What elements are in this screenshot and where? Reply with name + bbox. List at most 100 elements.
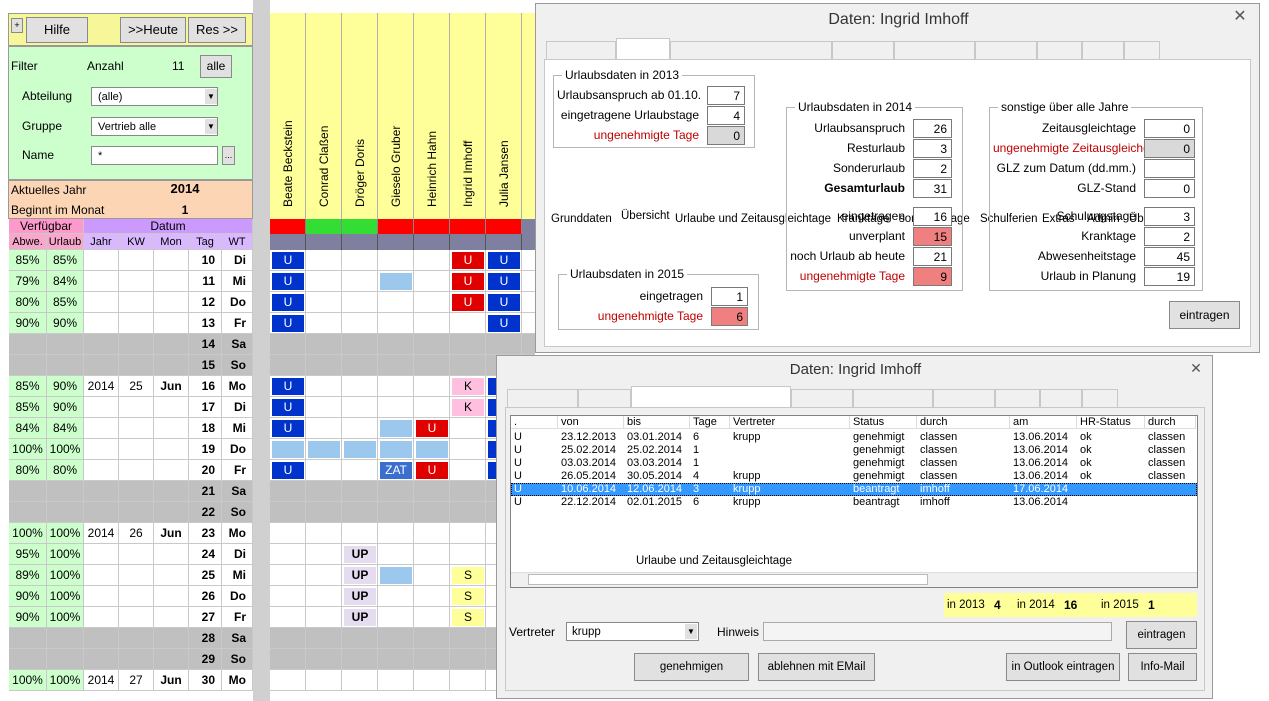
column-header[interactable]: durch [917,416,1010,429]
list-cell[interactable]: 03.03.2014 [627,457,683,469]
list-cell[interactable]: 13.06.2014 [1013,496,1069,508]
tab[interactable]: Admin [1082,41,1124,225]
column-header[interactable]: von [558,416,624,429]
schedule-mark[interactable] [344,441,376,458]
list-cell[interactable]: classen [920,444,958,456]
list-cell[interactable]: classen [920,470,958,482]
tab[interactable]: Urlaube und Zeitausgleichtage [670,41,832,225]
schedule-mark[interactable]: U [416,420,448,437]
list-cell[interactable]: krupp [733,496,761,508]
field-combo[interactable]: Vertrieb alle [91,116,218,136]
column-header[interactable]: HR-Status [1077,416,1145,429]
schedule-mark[interactable] [308,441,340,458]
schedule-mark[interactable]: U [272,252,304,269]
list-cell[interactable]: 25.02.2014 [627,444,683,456]
schedule-mark[interactable]: U [272,315,304,332]
list-cell[interactable]: 26.05.2014 [561,470,617,482]
schedule-mark[interactable]: U [272,420,304,437]
schedule-mark[interactable]: UP [344,609,376,626]
tab[interactable]: sonstige Tage [853,389,933,570]
list-cell[interactable]: 1 [693,457,700,469]
schedule-mark[interactable] [380,420,412,437]
tab[interactable]: Übersicht [578,389,632,570]
schedule-mark[interactable]: U [452,294,484,311]
list-cell[interactable]: U [514,483,522,495]
list-cell[interactable]: 13.06.2014 [1013,444,1069,456]
schedule-mark[interactable] [380,273,412,290]
list-cell[interactable]: U [514,496,522,508]
list-cell[interactable]: 02.01.2015 [627,496,683,508]
list-cell[interactable]: 03.01.2014 [627,431,683,443]
list-cell[interactable]: classen [920,457,958,469]
schedule-mark[interactable]: S [452,567,484,584]
schedule-mark[interactable]: U [488,294,520,311]
tab[interactable]: Extras [1037,41,1082,225]
field-combo[interactable]: * [91,146,218,165]
list-cell[interactable]: 4 [693,470,700,482]
button[interactable]: Info-Mail [1128,653,1197,681]
list-cell[interactable]: classen [1148,431,1186,443]
schedule-mark[interactable] [380,567,412,584]
selected-row[interactable] [511,483,1197,496]
button[interactable]: genehmigen [634,653,749,681]
field-combo[interactable]: (alle) [91,87,218,106]
list-cell[interactable]: classen [1148,444,1186,456]
list-cell[interactable]: 03.03.2014 [561,457,617,469]
list-cell[interactable]: 25.02.2014 [561,444,617,456]
tab[interactable]: Kranktage [791,389,853,570]
list-cell[interactable]: classen [1148,457,1186,469]
list-cell[interactable]: ok [1080,444,1092,456]
list-cell[interactable]: genehmigt [853,457,905,469]
toolbar-button[interactable]: + [11,18,23,33]
column-header[interactable]: Status [850,416,917,429]
list-cell[interactable]: krupp [733,483,761,495]
tab[interactable]: Grunddaten [507,389,578,570]
list-cell[interactable]: classen [920,431,958,443]
schedule-mark[interactable]: U [488,273,520,290]
schedule-mark[interactable]: U [272,462,304,479]
list-cell[interactable]: krupp [733,431,761,443]
list-cell[interactable]: 1 [693,444,700,456]
tab[interactable]: Grunddaten [546,41,616,225]
tab[interactable]: Übersicht [616,38,670,222]
list-cell[interactable]: 12.06.2014 [627,483,683,495]
scroll-thumb[interactable] [528,574,928,585]
schedule-mark[interactable]: U [272,399,304,416]
toolbar-button[interactable]: Hilfe [26,17,88,43]
tab[interactable]: Urlaube und Zeitausgleichtage [631,386,792,567]
list-cell[interactable]: 13.06.2014 [1013,457,1069,469]
list-cell[interactable]: imhoff [920,496,950,508]
tab[interactable]: Über [1082,389,1118,570]
button[interactable]: eintragen [1126,621,1197,649]
schedule-mark[interactable]: U [452,252,484,269]
column-header[interactable]: bis [624,416,690,429]
list-cell[interactable] [1148,496,1197,509]
list-cell[interactable]: 13.06.2014 [1013,431,1069,443]
list-cell[interactable]: 13.06.2014 [1013,470,1069,482]
list-cell[interactable]: 17.06.2014 [1013,483,1069,495]
button[interactable]: in Outlook eintragen [1006,653,1120,681]
list-cell[interactable]: ok [1080,431,1092,443]
close-button[interactable]: ✕ [1233,8,1247,25]
schedule-mark[interactable]: U [416,462,448,479]
schedule-mark[interactable]: U [488,315,520,332]
substitute-combo[interactable]: krupp [566,622,699,641]
list-cell[interactable]: beantragt [853,483,900,495]
list-cell[interactable]: genehmigt [853,470,905,482]
column-header[interactable]: . [511,416,558,429]
browse-button[interactable]: ... [222,146,235,165]
schedule-mark[interactable]: S [452,588,484,605]
list-cell[interactable]: krupp [733,470,761,482]
list-cell[interactable] [733,444,851,457]
column-header[interactable]: am [1010,416,1077,429]
schedule-mark[interactable]: K [452,378,484,395]
tab[interactable]: Schulferien [975,41,1038,225]
tab[interactable]: Admin [1040,389,1082,570]
list-cell[interactable] [1080,483,1146,496]
list-cell[interactable]: ok [1080,470,1092,482]
tab[interactable]: Schulferien [933,389,996,570]
list-cell[interactable]: imhoff [920,483,950,495]
schedule-mark[interactable]: U [272,294,304,311]
list-cell[interactable] [1080,496,1146,509]
schedule-mark[interactable] [416,441,448,458]
